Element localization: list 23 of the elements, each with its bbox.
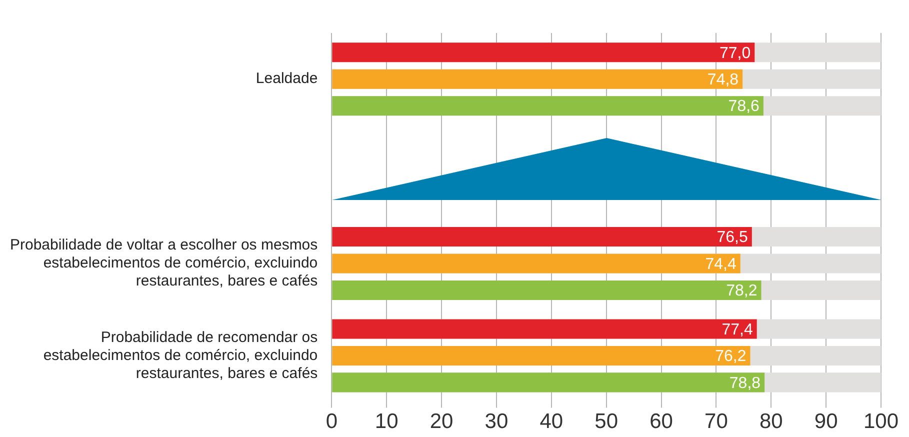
data-label: 76,5 [716, 229, 748, 246]
x-tick-label: 0 [326, 410, 338, 434]
data-label: 74,4 [705, 256, 736, 273]
x-tick-label: 100 [863, 410, 899, 434]
data-label: 78,2 [726, 282, 758, 300]
data-label: 76,2 [715, 348, 746, 366]
x-tick-label: 60 [650, 410, 673, 434]
x-tick-label: 90 [814, 410, 838, 434]
y-tick-label: Lealdade [256, 70, 318, 88]
x-tick-label: 30 [484, 410, 508, 434]
y-tick-label: Probabilidade de recomendar os estabelecimentos de comércio, excluindo restaurantes, bares e cafés [43, 328, 318, 382]
data-label: 77,0 [720, 44, 751, 62]
y-tick-label: Probabilidade de voltar a escolher os mesmos estabelecimentos de comércio, excluindo restaurantes, bares e cafés [10, 236, 318, 290]
x-tick-label: 50 [594, 410, 618, 434]
data-label: 74,8 [707, 72, 739, 89]
x-tick-label: 40 [540, 410, 564, 434]
data-label: 77,4 [722, 321, 753, 338]
x-tick-label: 10 [374, 410, 398, 434]
x-tick-label: 20 [430, 410, 454, 434]
data-label: 78,8 [729, 374, 761, 392]
x-tick-label: 80 [759, 410, 783, 434]
x-tick-label: 70 [704, 410, 728, 434]
data-label: 78,6 [728, 98, 760, 116]
